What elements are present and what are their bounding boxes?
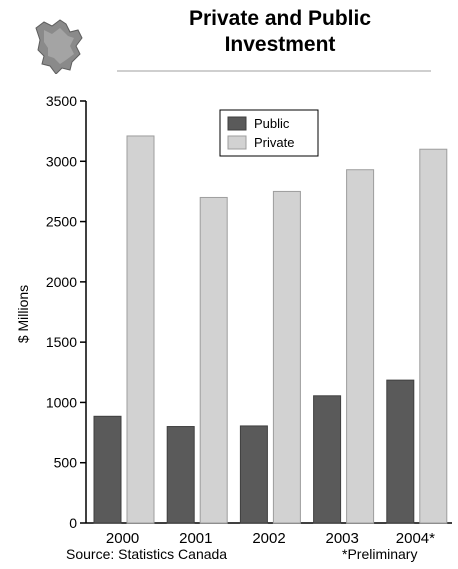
legend-label-public: Public: [254, 116, 290, 131]
bar-private-2004: [419, 148, 448, 524]
chart-title-line-1: Private and Public: [188, 7, 372, 30]
x-tick-label: 2004*: [396, 530, 435, 547]
legend-label-private: Private: [254, 135, 294, 150]
x-tick-label: 2003: [326, 530, 359, 547]
bar-public-2004: [386, 379, 415, 524]
source-note: Source: Statistics Canada: [66, 546, 228, 562]
bar-private-2001: [199, 196, 228, 524]
bar-public-2002: [239, 425, 268, 524]
legend-swatch-private: [227, 135, 247, 150]
y-tick-label: 3500: [46, 93, 77, 109]
bar-public-2000: [93, 415, 122, 524]
y-tick-label: 1500: [46, 334, 77, 350]
bar-private-2003: [346, 169, 375, 524]
bar-private-2000: [126, 135, 155, 524]
y-tick-label: 500: [54, 455, 78, 471]
chart-title-line-2: Investment: [224, 33, 336, 56]
bar-private-2002: [272, 190, 301, 524]
y-tick-label: 3000: [46, 153, 77, 169]
x-tick-label: 2002: [252, 530, 285, 547]
y-tick-label: 2000: [46, 274, 77, 290]
legend-swatch-public: [227, 116, 247, 131]
title-divider: [117, 70, 431, 72]
y-axis-title: $ Millions: [15, 285, 31, 343]
y-tick-label: 1000: [46, 394, 77, 410]
bar-public-2003: [313, 395, 342, 524]
new-brunswick-map-icon: [35, 19, 83, 74]
bar-public-2001: [166, 426, 195, 524]
x-tick-label: 2000: [106, 530, 139, 547]
preliminary-note: *Preliminary: [342, 546, 418, 562]
y-tick-label: 0: [69, 515, 77, 531]
y-tick-label: 2500: [46, 214, 77, 230]
x-tick-label: 2001: [179, 530, 212, 547]
